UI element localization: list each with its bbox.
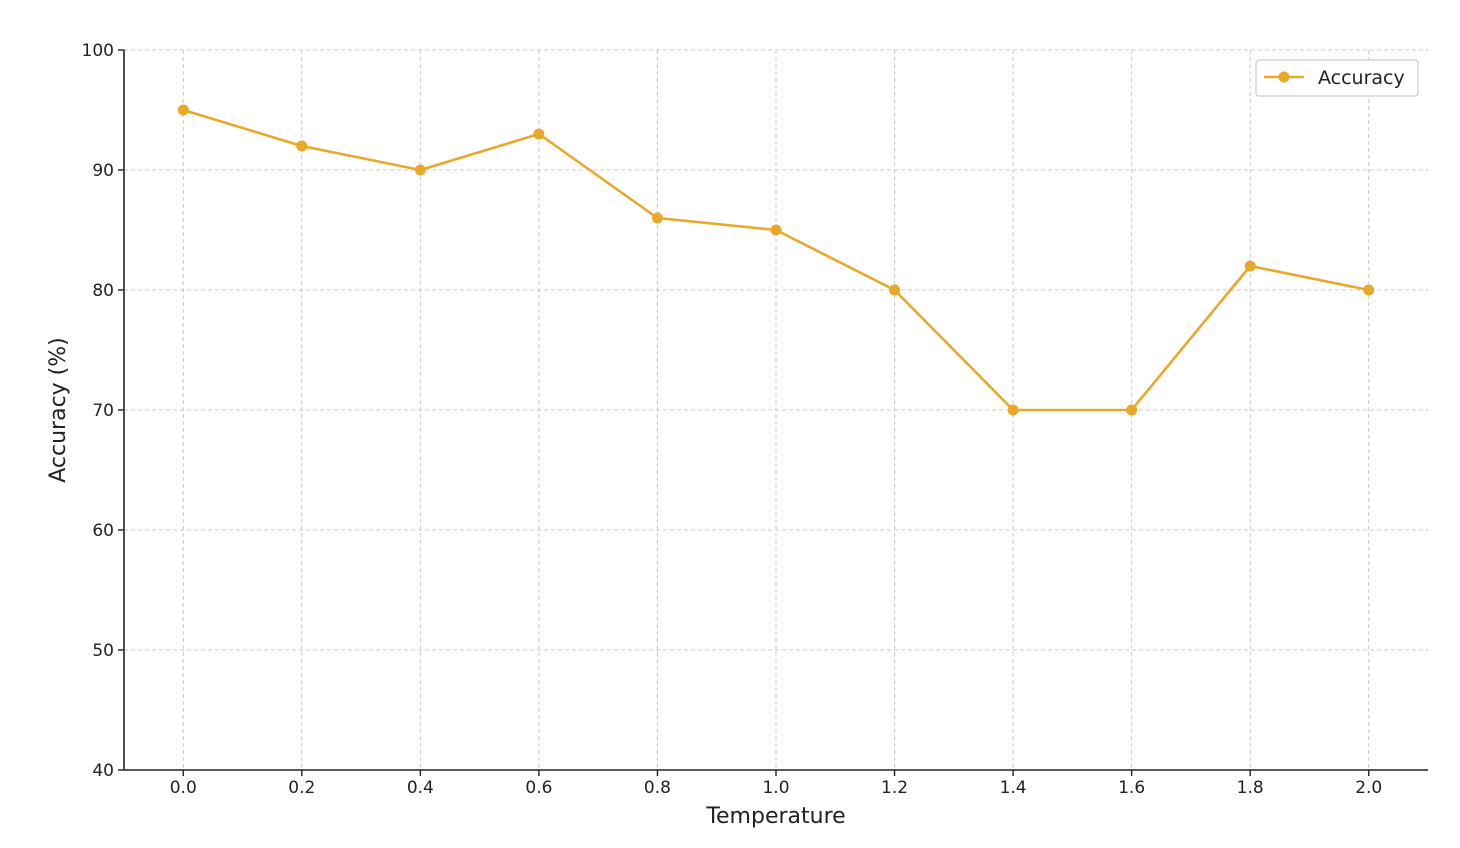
x-tick-label: 0.4 xyxy=(407,778,434,798)
legend-label: Accuracy xyxy=(1318,67,1405,89)
x-tick-label: 0.2 xyxy=(288,778,315,798)
y-tick-label: 90 xyxy=(92,161,114,181)
data-point xyxy=(1007,404,1019,416)
legend: Accuracy xyxy=(1255,59,1419,97)
data-point xyxy=(651,212,663,224)
x-tick-label: 1.0 xyxy=(762,778,789,798)
data-point xyxy=(770,224,782,236)
y-ticks: 40 50 60 70 80 90 100 xyxy=(82,41,124,781)
x-tick-label: 1.6 xyxy=(1118,778,1145,798)
x-tick-label: 1.2 xyxy=(881,778,908,798)
data-point xyxy=(414,164,426,176)
y-tick-label: 100 xyxy=(82,41,114,61)
data-point xyxy=(1126,404,1138,416)
x-tick-label: 1.8 xyxy=(1237,778,1264,798)
data-point xyxy=(889,284,901,296)
y-tick-label: 60 xyxy=(92,521,114,541)
legend-marker xyxy=(1278,71,1290,83)
data-point xyxy=(533,128,545,140)
x-tick-label: 0.8 xyxy=(644,778,671,798)
data-point xyxy=(1363,284,1375,296)
y-tick-label: 40 xyxy=(92,761,114,781)
y-tick-label: 50 xyxy=(92,641,114,661)
y-axis-label: Accuracy (%) xyxy=(46,337,71,483)
x-tick-label: 0.6 xyxy=(525,778,552,798)
x-ticks: 0.0 0.2 0.4 0.6 0.8 1.0 1.2 1.4 1.6 1.8 2.0 xyxy=(170,770,1382,798)
x-tick-label: 0.0 xyxy=(170,778,197,798)
data-point xyxy=(296,140,308,152)
y-tick-label: 80 xyxy=(92,281,114,301)
x-tick-label: 2.0 xyxy=(1355,778,1382,798)
data-point xyxy=(1244,260,1256,272)
x-tick-label: 1.4 xyxy=(1000,778,1027,798)
data-point xyxy=(177,104,189,116)
legend-box xyxy=(1255,59,1419,97)
series-layer xyxy=(177,104,1375,416)
grid xyxy=(124,49,1428,770)
y-tick-label: 70 xyxy=(92,401,114,421)
x-axis-label: Temperature xyxy=(705,804,845,829)
